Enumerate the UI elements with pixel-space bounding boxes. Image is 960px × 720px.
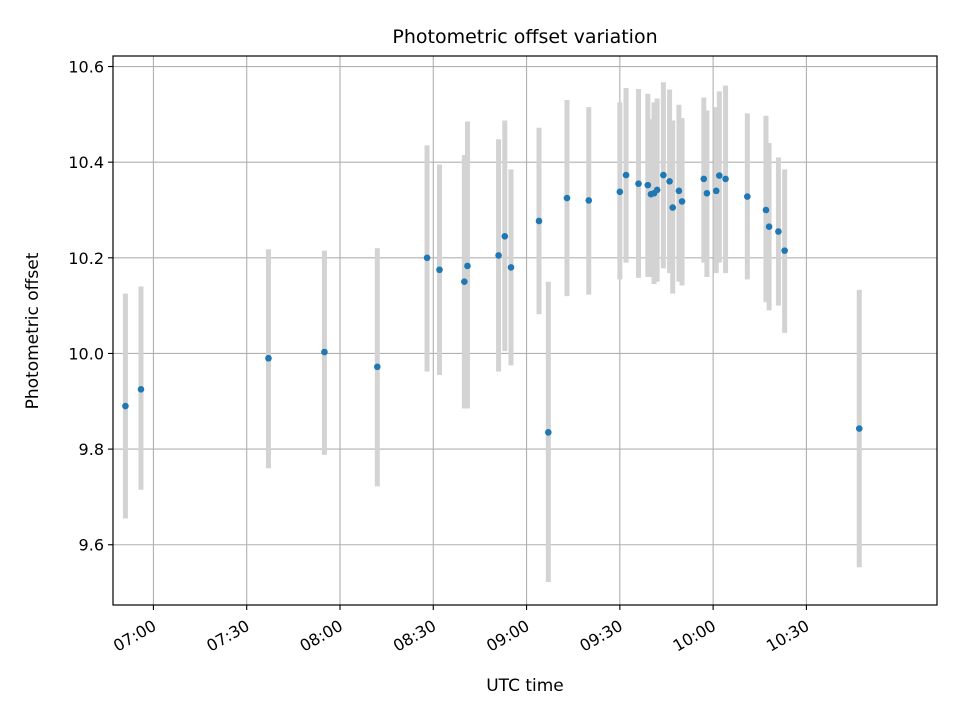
data-point <box>461 278 468 286</box>
data-point <box>622 171 630 179</box>
data-point <box>137 386 145 393</box>
data-point <box>700 175 708 183</box>
y-tick-label: 10.4 <box>68 153 104 172</box>
data-point <box>660 171 667 179</box>
data-point <box>855 425 863 432</box>
data-point <box>535 217 543 225</box>
markers <box>122 171 863 436</box>
y-tick-label: 9.6 <box>79 536 104 555</box>
data-point <box>678 198 686 205</box>
y-tick-label: 10.6 <box>68 58 104 77</box>
data-point <box>653 186 661 194</box>
data-point <box>374 363 381 371</box>
data-point <box>321 348 328 356</box>
data-point <box>464 262 471 270</box>
data-point <box>585 197 593 204</box>
data-point <box>775 228 782 235</box>
data-point <box>436 266 443 274</box>
y-axis: 9.6 9.8 10.0 10.2 10.4 10.6 <box>68 58 113 555</box>
data-point <box>781 247 788 254</box>
data-point <box>765 223 773 231</box>
data-point <box>716 172 723 179</box>
data-point <box>495 252 502 259</box>
x-axis-label: UTC time <box>486 676 564 696</box>
data-point <box>669 204 676 211</box>
y-axis-label: Photometric offset <box>23 252 43 409</box>
y-tick-label: 10.0 <box>68 344 104 363</box>
y-tick-label: 9.8 <box>79 440 104 459</box>
data-point <box>703 189 711 197</box>
data-point <box>501 232 509 240</box>
chart-title: Photometric offset variation <box>392 26 657 48</box>
data-point <box>122 402 129 410</box>
data-point <box>507 264 515 271</box>
plot-frame <box>112 55 938 606</box>
data-point <box>712 187 720 195</box>
data-point <box>423 254 431 262</box>
data-point <box>265 354 272 362</box>
data-point <box>675 187 683 195</box>
data-point <box>762 206 770 214</box>
y-tick-label: 10.2 <box>68 249 104 268</box>
data-point <box>644 181 652 189</box>
data-point <box>545 429 552 436</box>
data-point <box>635 180 642 187</box>
data-point <box>616 188 624 196</box>
data-point <box>722 175 729 183</box>
data-point <box>666 177 673 185</box>
data-point <box>744 193 751 200</box>
data-point <box>563 194 571 202</box>
